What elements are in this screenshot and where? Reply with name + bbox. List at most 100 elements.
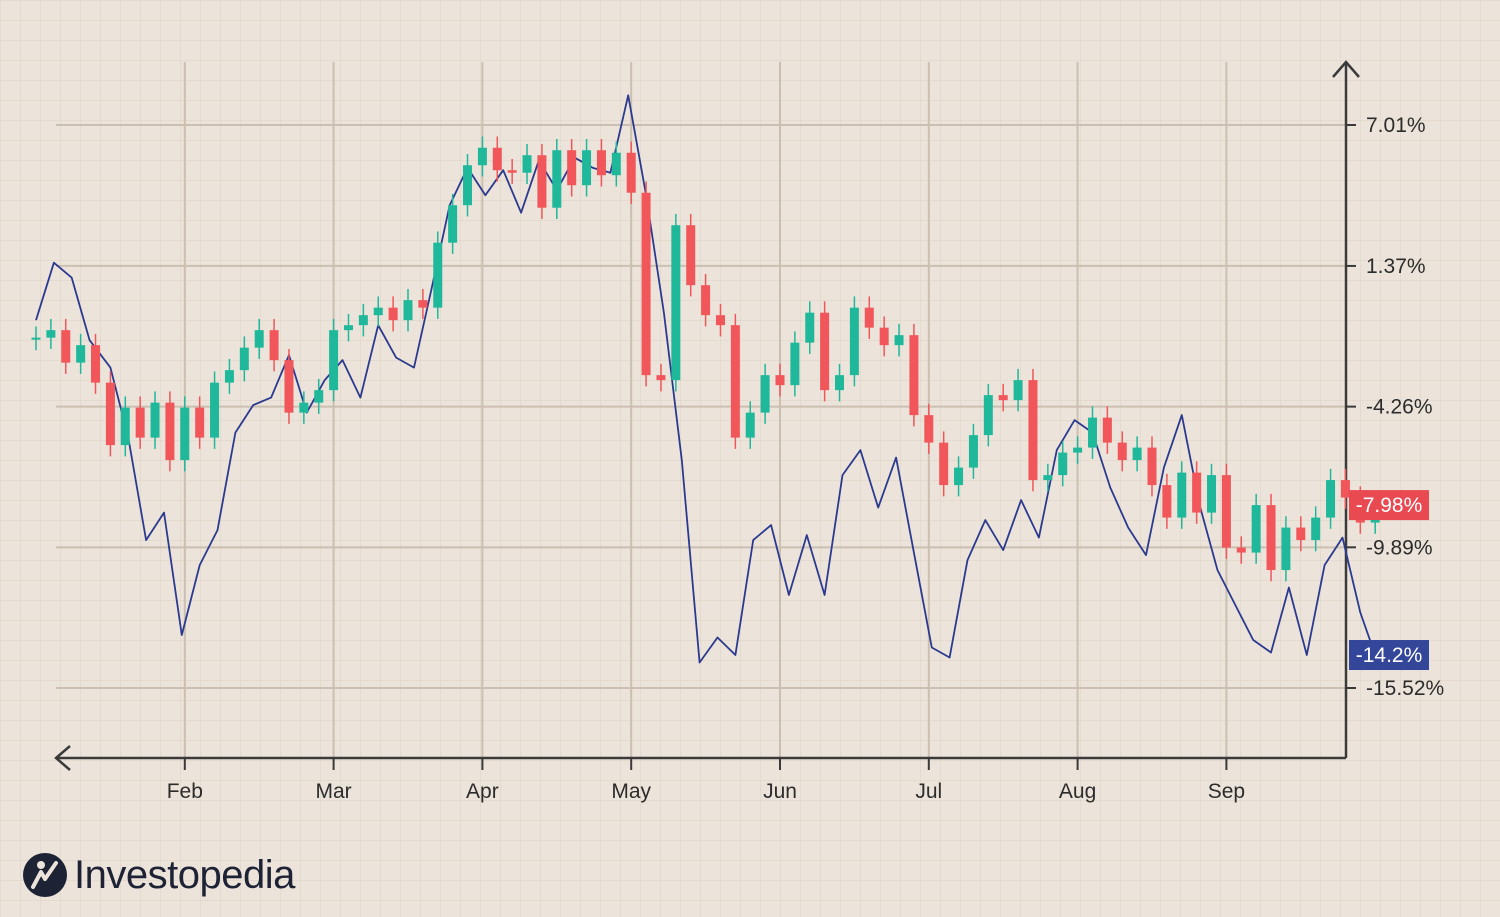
- candle-body: [552, 150, 562, 208]
- candle: [864, 296, 874, 339]
- y-tick-label: 1.37%: [1366, 255, 1426, 278]
- x-tick-label: Feb: [167, 780, 203, 803]
- candle-body: [611, 152, 621, 176]
- candle-body: [76, 345, 86, 363]
- investopedia-logo-icon: [23, 853, 67, 897]
- candle: [507, 158, 517, 184]
- candle-body: [1221, 475, 1231, 548]
- x-tick-label: Mar: [316, 780, 352, 803]
- candle: [626, 141, 636, 204]
- candle-body: [1162, 485, 1172, 518]
- candle-body: [507, 170, 517, 173]
- candle-body: [879, 327, 889, 346]
- candle: [745, 401, 755, 449]
- candle: [1192, 461, 1202, 524]
- candle: [1266, 493, 1276, 582]
- candle-body: [805, 312, 815, 343]
- candle: [239, 336, 249, 382]
- candle: [61, 318, 71, 374]
- candle-body: [418, 300, 428, 308]
- candle-body: [582, 150, 592, 186]
- candle: [448, 193, 458, 254]
- candle: [1013, 368, 1023, 412]
- candle-body: [1296, 527, 1306, 541]
- candle-body: [463, 165, 473, 206]
- candle-body: [849, 307, 859, 376]
- candle: [1311, 506, 1321, 552]
- candle-body: [1340, 480, 1350, 498]
- candle-body: [968, 435, 978, 468]
- candle-body: [343, 325, 353, 331]
- candle-body: [1073, 447, 1083, 453]
- candle-body: [433, 242, 443, 308]
- candle: [582, 138, 592, 197]
- candle: [1028, 368, 1038, 492]
- x-tick-label: May: [611, 780, 651, 803]
- candle-body: [105, 382, 115, 446]
- candle-body: [1251, 505, 1261, 553]
- candle-body: [1192, 472, 1202, 513]
- candle: [849, 296, 859, 387]
- candle-body: [224, 370, 234, 383]
- candle-body: [820, 312, 830, 391]
- candle-body: [165, 402, 175, 461]
- candle-body: [284, 360, 294, 413]
- candle-body: [522, 155, 532, 173]
- x-tick-label: Jun: [763, 780, 797, 803]
- candle: [463, 153, 473, 217]
- badge-red-bg: [1349, 490, 1429, 521]
- candle: [299, 391, 309, 424]
- candle: [1147, 436, 1157, 497]
- candle: [552, 138, 562, 219]
- candle: [567, 138, 577, 197]
- candle: [1132, 436, 1142, 472]
- candle-body: [150, 402, 160, 438]
- candle: [1073, 436, 1083, 464]
- candle: [343, 313, 353, 342]
- y-axis-arrow-icon: [1332, 60, 1360, 78]
- y-tick-label: -9.89%: [1366, 536, 1433, 559]
- candle-body: [894, 335, 904, 346]
- candle: [224, 358, 234, 394]
- candle-body: [626, 152, 636, 193]
- candle: [998, 383, 1008, 412]
- candle: [1221, 463, 1231, 559]
- candle: [135, 396, 145, 449]
- x-tick-label: Aug: [1059, 780, 1096, 803]
- candle: [433, 231, 443, 319]
- candle-body: [983, 395, 993, 436]
- candle: [671, 213, 681, 392]
- candle-body: [31, 337, 41, 340]
- candle-body: [448, 205, 458, 243]
- candle-body: [760, 375, 770, 413]
- candle: [1326, 468, 1336, 529]
- candle-body: [61, 330, 71, 363]
- candle-body: [91, 345, 101, 383]
- candle-body: [180, 407, 190, 461]
- candle: [254, 318, 264, 359]
- candle: [373, 296, 383, 327]
- candle-body: [567, 150, 577, 186]
- candle-body: [1013, 380, 1023, 401]
- y-tick-label: -15.52%: [1366, 677, 1444, 700]
- candle-body: [269, 330, 279, 361]
- candle: [1177, 461, 1187, 529]
- candle: [641, 181, 651, 387]
- candle-body: [210, 382, 220, 438]
- candle: [1340, 468, 1350, 509]
- badge-red: -7.98%: [1349, 490, 1429, 521]
- axis-ticks: 7.01% 1.37% -4.26% -9.89% -15.52% Feb Mar Apr Ma…: [167, 114, 1445, 803]
- candle-body: [1043, 475, 1053, 481]
- candle: [879, 316, 889, 357]
- candle-body: [775, 375, 785, 386]
- candle: [165, 391, 175, 472]
- badge-red-label: -7.98%: [1356, 494, 1423, 517]
- candle: [1207, 463, 1217, 524]
- candle: [894, 323, 904, 357]
- candle: [522, 143, 532, 184]
- candle: [46, 318, 56, 349]
- candle-body: [1326, 480, 1336, 518]
- candle-body: [1147, 447, 1157, 486]
- candle-body: [745, 412, 755, 438]
